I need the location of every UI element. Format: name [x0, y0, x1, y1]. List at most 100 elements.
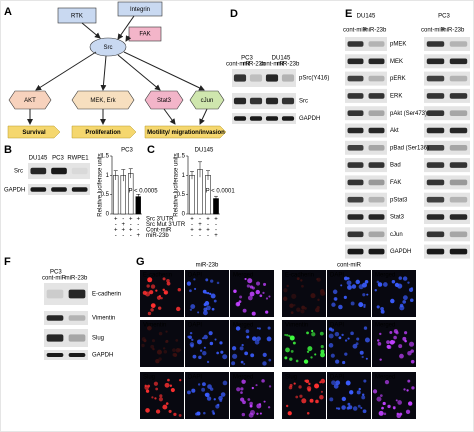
cell — [165, 330, 168, 333]
cell — [407, 351, 412, 356]
condition-sign: + — [198, 228, 202, 234]
cell — [408, 287, 414, 292]
cell — [240, 360, 244, 364]
blot-band — [347, 41, 364, 47]
cell — [262, 282, 267, 286]
outcome-arrow — [144, 125, 227, 139]
blot-band — [368, 179, 385, 186]
cell — [231, 361, 236, 366]
cell — [249, 410, 256, 416]
blot-band — [347, 58, 364, 65]
cell — [382, 401, 386, 406]
condition-sign: - — [115, 222, 117, 228]
cell — [285, 333, 289, 337]
cell — [285, 347, 290, 353]
cell — [393, 335, 397, 340]
cell — [377, 342, 382, 346]
cell — [410, 349, 414, 353]
row-label: ERK — [390, 93, 402, 99]
row-label: pERK — [390, 76, 406, 82]
cell — [341, 333, 344, 337]
cell — [219, 341, 223, 345]
chart-title: DU145 — [195, 148, 214, 154]
cell — [404, 331, 408, 335]
cell — [214, 338, 217, 341]
cell — [296, 307, 301, 312]
panel-label: G — [136, 256, 145, 268]
blot — [232, 93, 296, 109]
blot — [424, 227, 470, 242]
blot — [424, 123, 470, 138]
condition-sign: + — [214, 233, 218, 239]
cell — [258, 327, 261, 330]
y-tick-label: 0.5 — [177, 192, 186, 198]
cell — [346, 406, 350, 410]
cell — [283, 288, 288, 293]
cell — [398, 344, 403, 349]
cell — [393, 329, 398, 334]
cell — [358, 387, 361, 391]
cell — [315, 307, 320, 313]
outcome-label: Motility/ migration/invasion — [147, 130, 225, 136]
cell — [287, 411, 292, 416]
cell — [193, 278, 196, 281]
cell — [254, 339, 260, 345]
blot-band — [426, 196, 445, 203]
cell — [236, 387, 241, 392]
cell — [145, 408, 150, 413]
panel-label: F — [4, 256, 11, 268]
cell — [384, 379, 390, 385]
blot-band — [449, 179, 468, 186]
blot-band — [281, 74, 295, 82]
cell — [335, 407, 339, 410]
blot-band — [426, 41, 445, 47]
cell — [387, 404, 391, 409]
y-axis-label: Relative luciferase units — [174, 153, 180, 216]
blot-band — [347, 93, 364, 99]
cell — [147, 311, 152, 316]
cell — [233, 289, 237, 294]
cell — [256, 327, 259, 330]
condition-sign: + — [114, 228, 118, 234]
cell — [204, 301, 210, 306]
node-hexagon — [189, 90, 225, 110]
cell — [320, 378, 326, 384]
column-label: DU145 — [29, 156, 48, 162]
cell — [255, 281, 261, 286]
cell — [347, 277, 350, 280]
blot-band — [265, 74, 279, 82]
blot — [424, 244, 470, 259]
cell — [173, 353, 178, 357]
blot-band — [426, 145, 445, 151]
cell — [167, 378, 170, 382]
cell — [328, 343, 334, 348]
cell — [350, 331, 354, 336]
node-hexagon — [71, 90, 135, 110]
cell — [266, 336, 272, 342]
blot-band — [449, 145, 468, 151]
micrograph-label: Merged — [375, 375, 395, 381]
cell — [218, 395, 223, 401]
cell — [251, 311, 256, 316]
cell — [390, 298, 395, 304]
cell — [383, 282, 388, 287]
blot-band — [368, 248, 385, 255]
condition-sign: + — [206, 228, 210, 234]
cell — [220, 392, 226, 397]
cell — [255, 289, 260, 295]
cell — [364, 337, 370, 343]
outcome-arrow — [71, 125, 137, 139]
node-ellipse — [89, 37, 127, 57]
cell — [408, 341, 415, 347]
cell — [328, 333, 334, 339]
condition-sign: + — [190, 217, 194, 223]
cell — [242, 308, 247, 313]
node-label: Src — [104, 45, 113, 51]
cell — [244, 351, 249, 356]
arrow — [81, 22, 101, 39]
cell — [239, 295, 243, 299]
cell — [403, 388, 406, 391]
bar — [135, 196, 141, 215]
panel-label: E — [345, 8, 352, 20]
